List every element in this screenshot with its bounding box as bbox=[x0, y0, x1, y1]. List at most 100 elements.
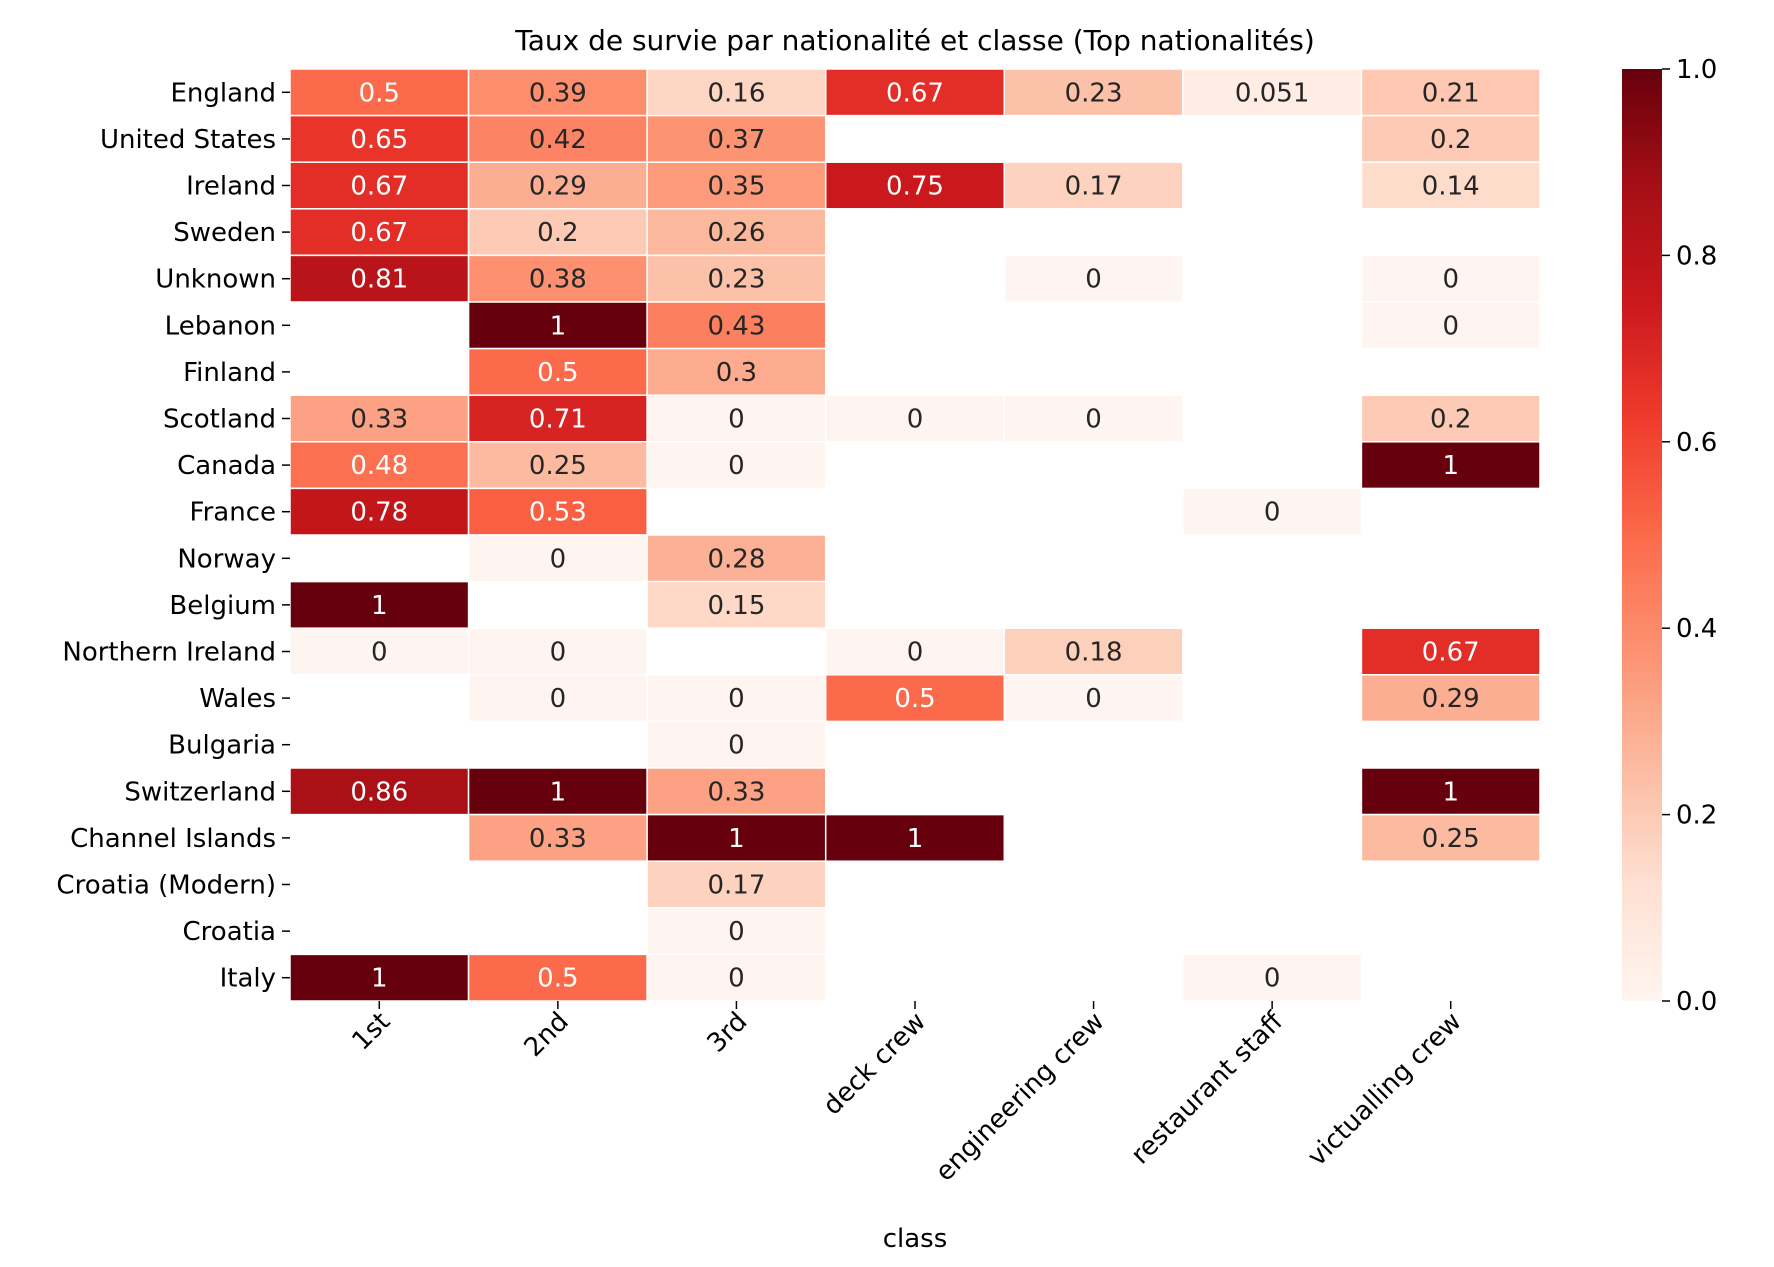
y-tick-label: Northern Ireland bbox=[62, 638, 276, 668]
heatmap-cell-canada-victualling-crew bbox=[1360, 441, 1541, 490]
cell-value-label: 0.37 bbox=[707, 125, 765, 155]
heatmap-cell-ireland-victualling-crew bbox=[1360, 161, 1541, 210]
cell-value-label: 0.23 bbox=[707, 265, 765, 295]
cell-value-label: 0.23 bbox=[1065, 78, 1123, 108]
heatmap-cell-channel-islands-deck-crew bbox=[824, 813, 1006, 862]
heatmap-cell-belgium-3rd bbox=[646, 580, 827, 629]
x-tick-label: engineering crew bbox=[930, 1007, 1111, 1188]
cell-value-label: 0 bbox=[550, 684, 567, 714]
y-tick-label: England bbox=[170, 78, 276, 108]
cell-value-label: 0.5 bbox=[894, 684, 935, 714]
y-tick-label: Canada bbox=[177, 451, 276, 481]
cell-value-label: 1 bbox=[907, 824, 924, 854]
cell-value-label: 0 bbox=[1085, 265, 1102, 295]
heatmap-cell-finland-3rd bbox=[646, 347, 827, 396]
heatmap-cell-united-states-3rd bbox=[646, 114, 827, 163]
y-tick-label: Lebanon bbox=[165, 311, 276, 341]
heatmap-cell-unknown-engineering-crew bbox=[1003, 254, 1184, 303]
colorbar-tick-label: 0.6 bbox=[1676, 428, 1717, 458]
cell-value-label: 0.53 bbox=[529, 498, 587, 528]
cell-value-label: 0 bbox=[1085, 405, 1102, 435]
y-tick-label: Ireland bbox=[186, 172, 276, 202]
cell-value-label: 0.16 bbox=[707, 78, 765, 108]
cell-value-label: 0.26 bbox=[707, 218, 765, 248]
cell-value-label: 0 bbox=[1442, 265, 1459, 295]
colorbar: 0.0 0.2 0.4 0.6 0.8 1.0 bbox=[1622, 55, 1717, 1017]
heatmap-cell-norway-3rd bbox=[646, 534, 827, 583]
x-tick-label: deck crew bbox=[818, 1007, 932, 1121]
heatmap-cell-sweden-3rd bbox=[646, 208, 827, 257]
chart-title: Taux de survie par nationalité et classe… bbox=[514, 24, 1315, 57]
heatmap-cell-northern-ireland-2nd bbox=[467, 627, 648, 676]
cell-value-label: 0 bbox=[550, 544, 567, 574]
cell-value-label: 0.67 bbox=[350, 218, 408, 248]
cell-value-label: 0.5 bbox=[537, 964, 578, 994]
cell-value-label: 1 bbox=[371, 591, 388, 621]
heatmap-cell-ireland-engineering-crew bbox=[1003, 161, 1184, 210]
colorbar-tick-label: 0.2 bbox=[1676, 801, 1717, 831]
heatmap-cell-croatia-3rd bbox=[646, 907, 827, 956]
y-tick-label: Unknown bbox=[155, 265, 276, 295]
cell-value-label: 0 bbox=[1264, 964, 1281, 994]
heatmap-cell-unknown-3rd bbox=[646, 254, 827, 303]
y-tick-label: Belgium bbox=[169, 591, 276, 621]
cell-value-label: 0.81 bbox=[350, 265, 408, 295]
heatmap-cell-lebanon-victualling-crew bbox=[1360, 301, 1541, 350]
cell-value-label: 0.2 bbox=[1430, 125, 1471, 155]
cell-value-label: 0.21 bbox=[1422, 78, 1480, 108]
y-tick-label: United States bbox=[100, 125, 276, 155]
cell-value-label: 0.29 bbox=[529, 172, 587, 202]
cell-value-label: 0.18 bbox=[1065, 638, 1123, 668]
heatmap-cell-scotland-1st bbox=[289, 394, 470, 443]
cell-value-label: 0.3 bbox=[716, 358, 757, 388]
y-tick-label: Italy bbox=[220, 964, 276, 994]
heatmap-cell-northern-ireland-victualling-crew bbox=[1360, 627, 1541, 676]
y-axis: England United States Ireland Sweden Unknown… bbox=[56, 78, 290, 994]
cell-value-label: 0 bbox=[371, 638, 388, 668]
heatmap-cell-france-1st bbox=[289, 487, 470, 536]
cell-value-label: 0.33 bbox=[707, 777, 765, 807]
heatmap-cell-northern-ireland-1st bbox=[289, 627, 470, 676]
cell-value-label: 0.5 bbox=[537, 358, 578, 388]
cell-value-label: 0 bbox=[728, 405, 745, 435]
cell-value-label: 0 bbox=[1264, 498, 1281, 528]
y-tick-label: Switzerland bbox=[124, 777, 276, 807]
cell-value-label: 1 bbox=[728, 824, 745, 854]
y-tick-label: Finland bbox=[183, 358, 276, 388]
heatmap-cell-wales-deck-crew bbox=[824, 674, 1006, 723]
cell-value-label: 0 bbox=[728, 917, 745, 947]
cell-value-label: 0.75 bbox=[886, 172, 944, 202]
heatmap-cell-wales-2nd bbox=[467, 674, 648, 723]
cell-value-label: 0.15 bbox=[707, 591, 765, 621]
heatmap-cell-france-2nd bbox=[467, 487, 648, 536]
y-tick-label: Wales bbox=[199, 684, 276, 714]
cell-value-label: 0.39 bbox=[529, 78, 587, 108]
heatmap-cell-england-restaurant-staff bbox=[1182, 68, 1363, 117]
heatmap-cell-scotland-deck-crew bbox=[824, 394, 1006, 443]
cell-value-label: 0.38 bbox=[529, 265, 587, 295]
heatmap-cell-croatia-modern-3rd bbox=[646, 860, 827, 909]
cell-value-label: 0.051 bbox=[1235, 78, 1309, 108]
cell-value-label: 1 bbox=[371, 964, 388, 994]
cell-value-label: 0.5 bbox=[359, 78, 400, 108]
x-axis-label: class bbox=[883, 1224, 948, 1254]
heatmap-cell-england-3rd bbox=[646, 68, 827, 117]
heatmap-cell-wales-engineering-crew bbox=[1003, 674, 1184, 723]
heatmap-cell-scotland-victualling-crew bbox=[1360, 394, 1541, 443]
cell-value-label: 1 bbox=[550, 311, 567, 341]
cell-value-label: 0 bbox=[728, 964, 745, 994]
heatmap-cell-england-1st bbox=[289, 68, 470, 117]
heatmap-cell-ireland-3rd bbox=[646, 161, 827, 210]
cell-value-label: 0.25 bbox=[1422, 824, 1480, 854]
heatmap-cell-england-engineering-crew bbox=[1003, 68, 1184, 117]
cell-value-label: 0 bbox=[728, 684, 745, 714]
cell-value-label: 0 bbox=[728, 731, 745, 761]
heatmap-cell-united-states-victualling-crew bbox=[1360, 114, 1541, 163]
heatmap-cell-belgium-1st bbox=[289, 580, 470, 629]
heatmap-cell-italy-2nd bbox=[467, 953, 648, 1002]
heatmap-cell-switzerland-3rd bbox=[646, 767, 827, 816]
heatmap-cell-northern-ireland-deck-crew bbox=[824, 627, 1006, 676]
heatmap-cell-wales-victualling-crew bbox=[1360, 674, 1541, 723]
